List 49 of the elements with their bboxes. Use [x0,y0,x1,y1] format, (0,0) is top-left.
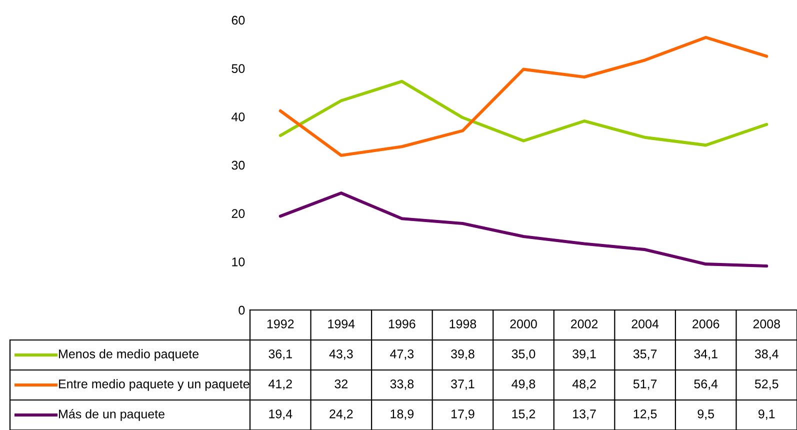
x-tick-label: 2008 [753,320,780,328]
x-tick-label: 2004 [632,320,659,328]
y-tick-label: 30 [232,160,245,170]
data-label: 48,2 [572,380,596,390]
y-tick-label: 10 [232,257,245,266]
data-label: 39,1 [572,350,596,360]
x-tick-label: 2000 [510,320,537,328]
data-label: 35,7 [633,350,657,360]
data-label: 38,4 [754,350,778,360]
data-label: 15,2 [512,410,536,420]
data-label: 39,8 [451,350,474,360]
data-label: 12,5 [634,410,657,420]
legend-label: Menos de medio paquete [59,349,199,361]
data-label: 24,2 [330,410,353,420]
y-tick-label: 60 [232,16,245,25]
data-label: 13,7 [573,410,596,420]
x-tick-label: 1992 [267,320,294,328]
data-label: 19,4 [269,410,292,420]
x-tick-label: 1996 [388,320,416,328]
data-label: 41,2 [268,380,292,390]
data-label: 32 [334,380,348,388]
data-label: 33,8 [390,380,414,390]
line-series [278,192,768,268]
data-label: 47,3 [390,350,414,360]
data-label: 9,5 [698,410,714,420]
data-label: 36,1 [268,350,292,360]
legend-label: Más de un paquete [59,409,164,421]
data-label: 52,5 [754,380,778,390]
data-label: 34,1 [694,350,718,360]
x-tick-label: 2002 [571,320,598,328]
y-tick-label: 0 [238,306,245,315]
x-tick-label: 1994 [328,320,355,328]
data-label: 9,1 [758,410,775,420]
legend-label: Entre medio paquete y un paquete [59,379,250,391]
y-tick-label: 40 [232,112,245,122]
x-tick-label: 2006 [692,320,720,328]
x-tick-label: 1998 [450,320,476,328]
line-series [278,80,768,147]
y-tick-label: 50 [232,64,245,73]
line-series [278,36,768,157]
data-label: 18,9 [390,410,414,420]
y-tick-label: 20 [232,209,245,218]
data-label: 43,3 [329,350,353,360]
data-label: 51,7 [633,380,657,390]
data-label: 17,9 [452,410,474,420]
data-label: 49,8 [512,380,536,390]
data-label: 35,0 [512,350,536,360]
data-label: 56,4 [694,380,718,390]
data-label: 37,1 [451,380,474,390]
